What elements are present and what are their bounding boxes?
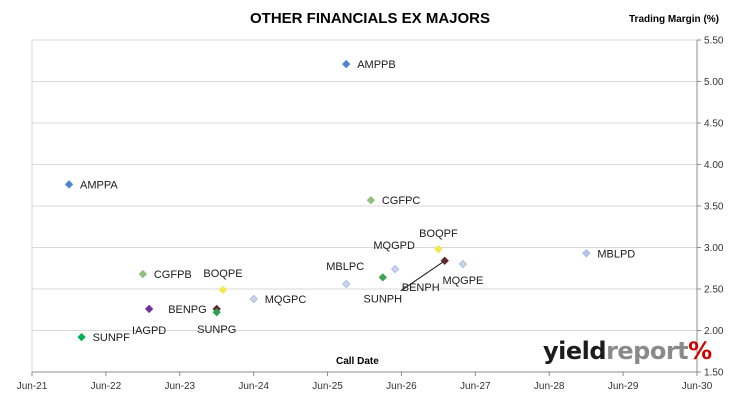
- data-label-mqgpc: MQGPC: [265, 294, 307, 306]
- x-tick-label: Jun-28: [534, 381, 565, 392]
- data-label-sunph: SUNPH: [364, 293, 403, 305]
- x-tick-label: Jun-22: [91, 381, 122, 392]
- data-label-cgfpc: CGFPC: [382, 195, 421, 207]
- data-label-mblpd: MBLPD: [597, 248, 635, 260]
- data-point-cgfpc: [366, 196, 376, 205]
- data-label-boqpe: BOQPE: [203, 268, 242, 280]
- data-label-benph: BENPH: [402, 282, 440, 294]
- brand-logo-part-2: report: [606, 337, 689, 365]
- data-label-iagpd: IAGPD: [132, 325, 166, 337]
- brand-logo: yieldreport%: [543, 337, 712, 371]
- data-point-mqgpd: [390, 264, 400, 274]
- x-tick-label: Jun-25: [312, 381, 343, 392]
- data-point-mqgpe: [458, 259, 468, 269]
- y-tick-label: 2.00: [704, 326, 724, 337]
- y-tick-label: 4.50: [704, 119, 724, 130]
- data-label-benpg: BENPG: [168, 304, 207, 316]
- data-point-sunph: [378, 273, 387, 282]
- y-tick-label: 3.00: [704, 243, 724, 254]
- x-tick-label: Jun-29: [608, 381, 639, 392]
- data-label-mqgpd: MQGPD: [373, 240, 415, 252]
- y-tick-label: 4.00: [704, 160, 724, 171]
- data-point-cgfpb: [138, 269, 148, 279]
- data-label-boqpf: BOQPF: [419, 228, 458, 240]
- data-point-boqpe: [218, 285, 228, 294]
- y-axis-title: Trading Margin (%): [629, 14, 719, 25]
- data-label-mqgpe: MQGPE: [442, 275, 483, 287]
- connectors: [400, 260, 445, 292]
- data-point-iagpd: [144, 304, 154, 314]
- y-tick-label: 1.50: [704, 368, 724, 379]
- x-tick-label: Jun-27: [460, 381, 491, 392]
- x-tick-label: Jun-21: [17, 381, 48, 392]
- data-point-amppb: [342, 59, 351, 69]
- brand-logo-part-3: %: [688, 337, 712, 365]
- x-tick-label: Jun-26: [386, 381, 417, 392]
- data-point-amppa: [64, 180, 74, 189]
- data-point-sunpf: [77, 332, 86, 342]
- y-tick-label: 3.50: [704, 202, 724, 213]
- data-label-mblpc: MBLPC: [326, 261, 364, 273]
- x-axis-title: Call Date: [336, 356, 379, 367]
- data-label-sunpg: SUNPG: [197, 324, 236, 336]
- y-tick-label: 5.00: [704, 77, 724, 88]
- chart-title: OTHER FINANCIALS EX MAJORS: [249, 10, 490, 27]
- brand-logo-part-1: yield: [543, 337, 607, 365]
- x-tick-label: Jun-23: [164, 381, 195, 392]
- data-label-amppa: AMPPA: [80, 179, 118, 191]
- gridlines: [32, 39, 697, 373]
- data-label-sunpf: SUNPF: [93, 332, 131, 344]
- axes: 1.50 2.00 2.50 3.00 3.50 4.00 4.50 5.00 5.50 Jun-…: [17, 36, 724, 393]
- data-labels: AMPPB AMPPA CGFPC BOQPF MBLPD MQGPD BENPHMQGPE…: [80, 59, 635, 344]
- data-point-mblpc: [342, 279, 351, 289]
- data-point-boqpf: [434, 244, 443, 254]
- y-tick-label: 5.50: [704, 36, 724, 47]
- data-point-benph: [440, 256, 449, 265]
- data-label-cgfpb: CGFPB: [154, 269, 192, 281]
- data-point-sunpg: [212, 308, 221, 317]
- x-tick-label: Jun-24: [238, 381, 269, 392]
- data-point-mqgpc: [249, 294, 258, 304]
- data-point-mblpd: [582, 249, 591, 258]
- y-tick-label: 2.50: [704, 285, 724, 296]
- data-label-amppb: AMPPB: [357, 59, 396, 71]
- leader-line: [400, 260, 445, 292]
- data-points: [64, 59, 591, 342]
- x-tick-label: Jun-30: [682, 381, 713, 392]
